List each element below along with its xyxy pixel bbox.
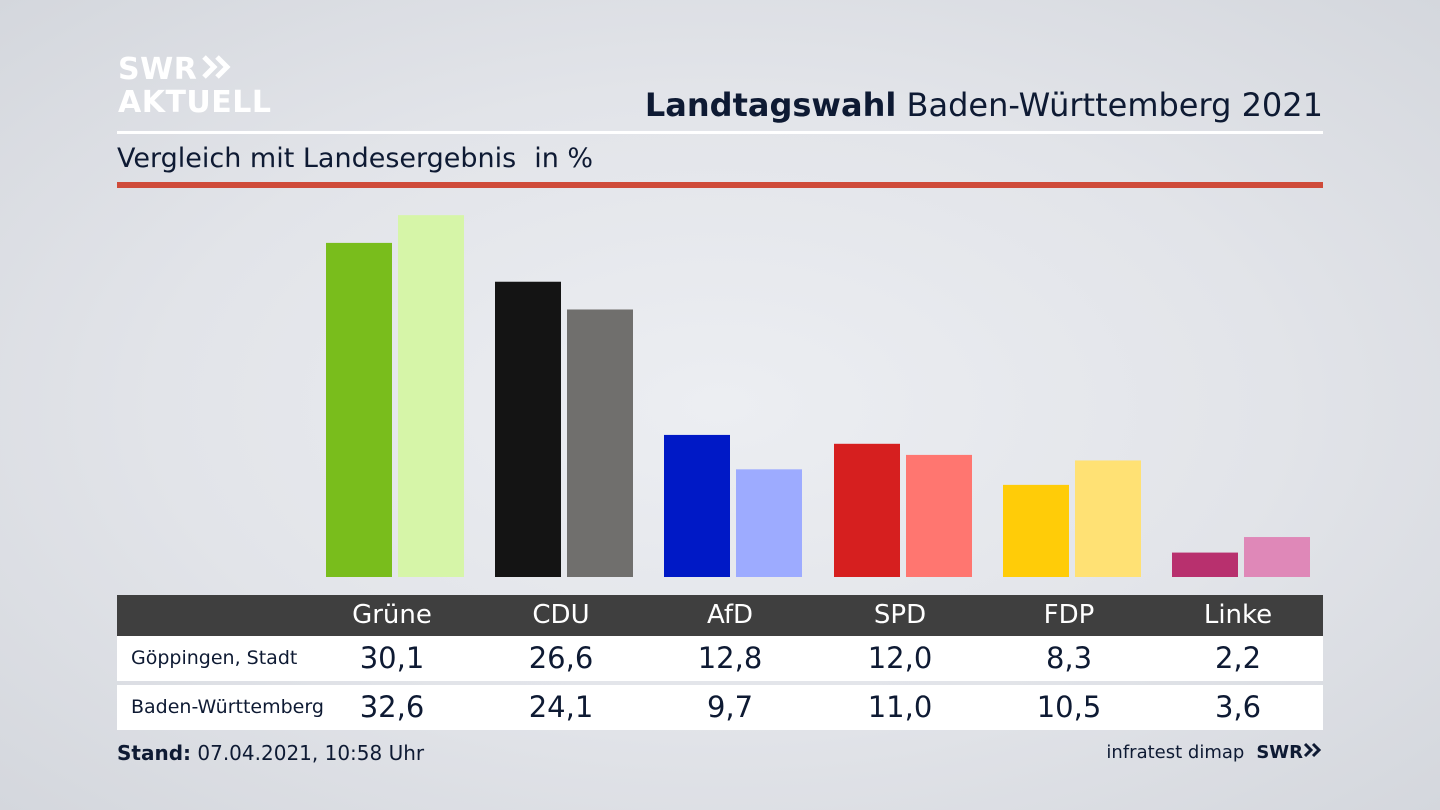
value-spd: 12,0 [867,641,933,675]
title-rest: Baden-Württemberg 2021 [906,86,1324,124]
table-header: Grüne CDU AfD SPD FDP Linke [117,595,1323,636]
stand-value: 07.04.2021, 10:58 Uhr [197,741,425,765]
value-spd: 11,0 [867,690,933,724]
value-afd: 12,8 [697,641,763,675]
header-divider [117,131,1323,134]
column-header-linke: Linke [1203,600,1273,630]
value-cdu: 26,6 [528,641,594,675]
unit-label: in % [534,143,594,174]
results-table: Grüne CDU AfD SPD FDP Linke Göppingen, Stadt 3… [117,595,1323,730]
double-chevron-small-icon [1303,742,1323,763]
column-header-cdu: CDU [532,600,590,630]
swr-aktuell-logo: SWR AKTUELL [118,54,272,118]
column-header-fdp: FDP [1043,600,1095,630]
column-header-gruene: Grüne [352,600,432,630]
bar-cdu-state [567,309,633,577]
table-row-state: Baden-Württemberg 32,6 24,1 9,7 11,0 10,5 3,6 [117,685,1323,730]
page-title: Landtagswahl Baden-Württemberg 2021 [645,86,1323,124]
source-credit: infratest dimap SWR [1106,742,1323,763]
title-bold: Landtagswahl [644,86,897,124]
swr-brand: SWR [1256,742,1323,763]
bar-linke-local [1172,552,1238,577]
logo-text-swr: SWR [118,52,198,87]
row-label: Göppingen, Stadt [131,647,298,669]
bar-gruene-local [326,242,392,577]
value-gruene: 30,1 [359,641,425,675]
value-gruene: 32,6 [359,690,425,724]
bar-gruene-state [398,215,464,577]
accent-divider [117,182,1323,188]
chart-subtitle: Vergleich mit Landesergebnis in % [117,143,593,174]
table-row-local: Göppingen, Stadt 30,1 26,6 12,8 12,0 8,3 2,2 [117,636,1323,681]
subtitle-text: Vergleich mit Landesergebnis [117,143,517,174]
value-fdp: 10,5 [1036,690,1102,724]
bar-afd-state [736,469,802,577]
stand-label: Stand: [117,741,192,765]
value-cdu: 24,1 [528,690,594,724]
value-linke: 2,2 [1214,641,1262,675]
swr-brand-text: SWR [1256,742,1303,763]
bar-fdp-local [1003,484,1069,577]
column-header-spd: SPD [873,600,927,630]
bar-fdp-state [1075,460,1141,577]
timestamp: Stand: 07.04.2021, 10:58 Uhr [117,741,424,765]
bar-spd-local [834,443,900,577]
logo-text-aktuell: AKTUELL [118,85,272,120]
column-header-afd: AfD [706,600,754,630]
bar-spd-state [906,454,972,577]
bar-afd-local [664,434,730,577]
bar-linke-state [1244,537,1310,577]
double-chevron-icon [201,54,233,86]
value-afd: 9,7 [706,690,754,724]
bar-cdu-local [495,281,561,577]
row-label: Baden-Württemberg [131,696,324,718]
value-fdp: 8,3 [1045,641,1093,675]
value-linke: 3,6 [1214,690,1262,724]
source-label: infratest dimap [1106,742,1245,763]
